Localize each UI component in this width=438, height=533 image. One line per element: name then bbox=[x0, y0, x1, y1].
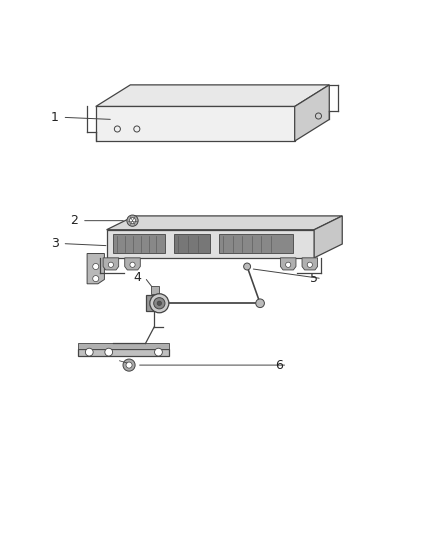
Polygon shape bbox=[87, 254, 104, 284]
Text: 1: 1 bbox=[51, 111, 59, 124]
Circle shape bbox=[150, 294, 169, 313]
Circle shape bbox=[130, 217, 135, 224]
Circle shape bbox=[85, 348, 93, 356]
Polygon shape bbox=[314, 216, 342, 258]
Circle shape bbox=[286, 262, 291, 268]
Polygon shape bbox=[280, 258, 296, 270]
Circle shape bbox=[123, 359, 135, 371]
Circle shape bbox=[154, 297, 165, 309]
Polygon shape bbox=[96, 107, 295, 141]
Polygon shape bbox=[302, 258, 318, 270]
Polygon shape bbox=[295, 85, 329, 141]
Circle shape bbox=[244, 263, 251, 270]
Circle shape bbox=[307, 262, 312, 268]
Circle shape bbox=[256, 299, 265, 308]
Text: 3: 3 bbox=[51, 237, 59, 250]
Text: 6: 6 bbox=[276, 359, 283, 372]
Polygon shape bbox=[173, 235, 210, 253]
Text: 4: 4 bbox=[133, 271, 141, 284]
Polygon shape bbox=[113, 235, 165, 253]
Circle shape bbox=[157, 301, 162, 305]
Circle shape bbox=[105, 348, 113, 356]
Polygon shape bbox=[96, 85, 329, 107]
Polygon shape bbox=[103, 258, 119, 270]
Text: 2: 2 bbox=[70, 214, 78, 227]
Polygon shape bbox=[106, 216, 342, 230]
Circle shape bbox=[127, 215, 138, 227]
Circle shape bbox=[130, 262, 135, 268]
Circle shape bbox=[155, 348, 162, 356]
Polygon shape bbox=[146, 295, 163, 311]
Circle shape bbox=[126, 362, 132, 368]
Polygon shape bbox=[125, 258, 140, 270]
Polygon shape bbox=[78, 343, 169, 349]
Circle shape bbox=[93, 276, 99, 281]
Polygon shape bbox=[219, 235, 293, 253]
Text: 5: 5 bbox=[310, 272, 318, 285]
Circle shape bbox=[93, 263, 99, 270]
Circle shape bbox=[108, 262, 113, 268]
Polygon shape bbox=[78, 349, 169, 356]
Polygon shape bbox=[151, 286, 159, 294]
Polygon shape bbox=[106, 230, 314, 258]
